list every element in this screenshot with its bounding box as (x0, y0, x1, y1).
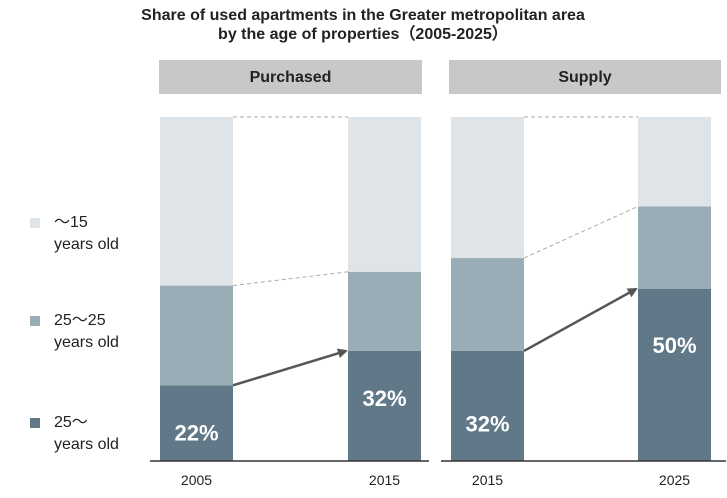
bar-segment-young-2015 (348, 117, 421, 272)
bar-segment-young-2015 (451, 117, 524, 259)
data-label: 32% (465, 411, 509, 436)
connector-line-mid (523, 205, 639, 259)
chart-title-line: Share of used apartments in the Greater … (141, 7, 585, 24)
panel-header-purchased (159, 60, 422, 94)
panel-header-label: Purchased (250, 69, 332, 86)
bar-segment-old-2005 (160, 385, 233, 461)
panel-header-label: Supply (558, 69, 611, 86)
bar-segment-young-2005 (160, 117, 233, 286)
bar-segment-young-2025 (638, 117, 711, 207)
trend-arrow (523, 287, 638, 353)
bar-segment-mid-2015 (348, 271, 421, 351)
data-label: 50% (652, 333, 696, 358)
chart-title-line: by the age of properties（2005-2025） (218, 25, 508, 43)
bar-segment-old-2025 (638, 289, 711, 461)
legend-label-mid: 25～25 (54, 312, 106, 329)
bar-segment-mid-2025 (638, 206, 711, 289)
legend-label-old: 25～ (54, 414, 88, 431)
x-tick-label: 2005 (181, 472, 212, 488)
legend-swatch-mid (30, 316, 40, 326)
panel-header-supply (449, 60, 721, 94)
connector-line-mid (232, 271, 349, 287)
legend-swatch-young (30, 218, 40, 228)
legend-label-young: years old (54, 236, 119, 253)
bar-segment-old-2015 (348, 350, 421, 461)
x-tick-label: 2025 (659, 472, 690, 488)
data-label: 32% (362, 386, 406, 411)
legend: ～15 years old 25～25 years old 25～ years old (30, 214, 119, 453)
legend-label-old: years old (54, 436, 119, 453)
chart-title: Share of used apartments in the Greater … (141, 7, 585, 43)
legend-swatch-old (30, 418, 40, 428)
x-tick-label: 2015 (472, 472, 503, 488)
bar-segment-mid-2005 (160, 285, 233, 386)
bar-segment-old-2015 (451, 350, 524, 461)
x-tick-label: 2015 (369, 472, 400, 488)
legend-label-young: ～15 (54, 214, 88, 231)
legend-label-mid: years old (54, 334, 119, 351)
trend-arrow (232, 348, 348, 387)
bar-segment-mid-2015 (451, 258, 524, 351)
data-label: 22% (174, 421, 218, 446)
